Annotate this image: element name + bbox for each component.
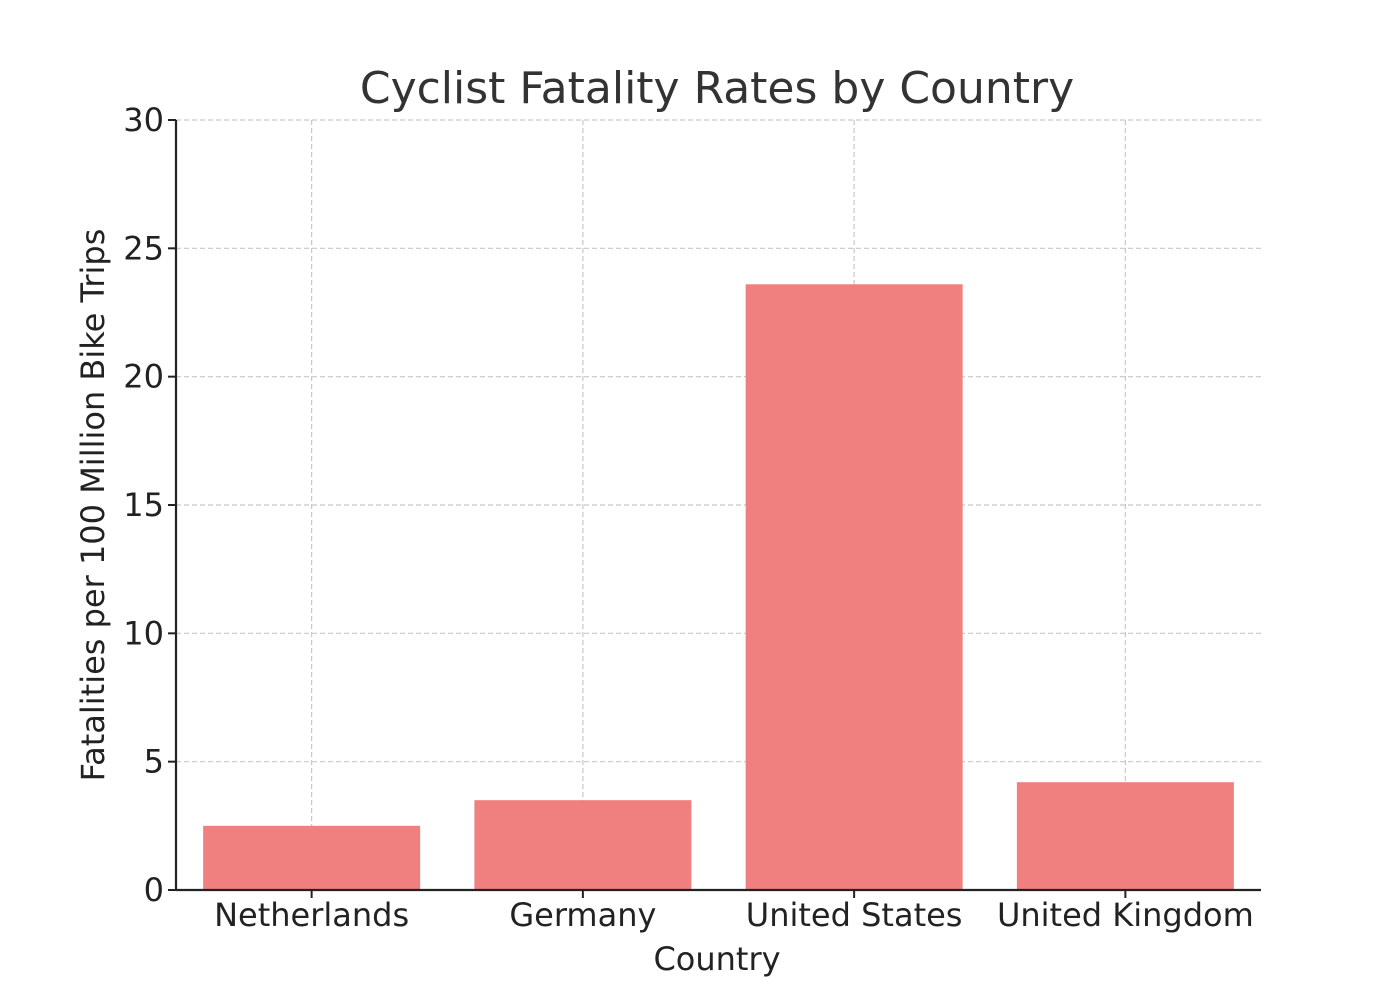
- chart-title: Cyclist Fatality Rates by Country: [360, 63, 1074, 114]
- bar-united-kingdom: [1016, 782, 1234, 890]
- y-tick-label: 20: [123, 358, 164, 396]
- y-axis-title: Fatalities per 100 Million Bike Trips: [74, 229, 112, 782]
- y-ticks: 0 5 10 15 20 25 30: [123, 101, 176, 909]
- bar-netherlands: [203, 825, 421, 890]
- y-tick-label: 15: [123, 486, 164, 524]
- x-tick-label: Netherlands: [214, 896, 409, 934]
- bar-united-states: [745, 284, 963, 890]
- x-ticks: Netherlands Germany United States United Ki…: [214, 890, 1254, 934]
- y-tick-label: 30: [123, 101, 164, 139]
- bars-layer: [203, 284, 1234, 890]
- y-tick-label: 5: [144, 743, 164, 781]
- x-axis-title: Country: [653, 940, 780, 978]
- y-tick-label: 25: [123, 229, 164, 267]
- x-tick-label: United Kingdom: [997, 896, 1254, 934]
- y-tick-label: 0: [144, 871, 164, 909]
- x-tick-label: United States: [746, 896, 963, 934]
- grid-layer: [176, 119, 1261, 891]
- y-tick-label: 10: [123, 614, 164, 652]
- bar-germany: [474, 800, 692, 890]
- x-tick-label: Germany: [509, 896, 656, 934]
